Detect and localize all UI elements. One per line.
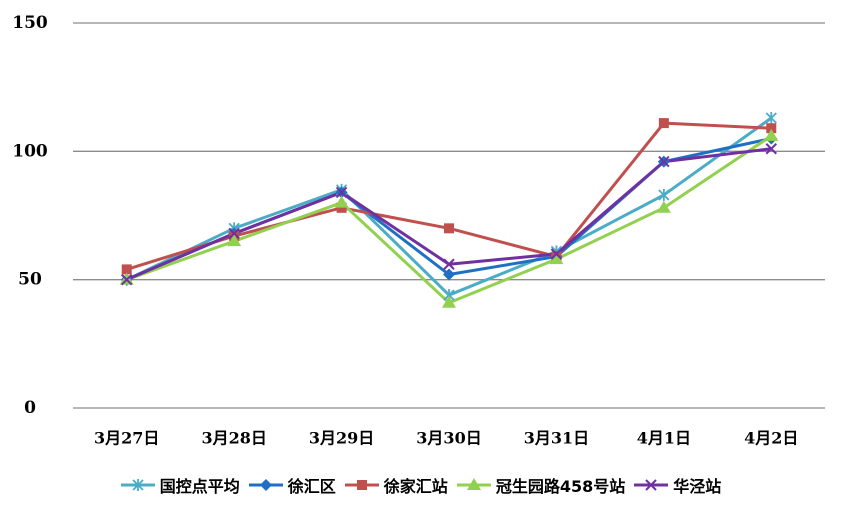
legend-swatch: [634, 479, 669, 491]
y-tick-label: 50: [18, 270, 42, 290]
data-point-marker: [443, 258, 455, 270]
y-tick-label: 0: [24, 398, 36, 418]
x-tick-label: 3月27日: [94, 429, 159, 448]
data-point-marker: [766, 123, 777, 134]
legend-swatch: [120, 479, 155, 491]
legend-marker: [259, 479, 272, 491]
legend-marker: [466, 478, 481, 490]
x-tick-label: 4月1日: [637, 429, 691, 448]
data-point-marker: [656, 200, 671, 213]
series-line-2: [126, 121, 772, 271]
data-point-marker: [334, 195, 349, 208]
data-point-marker: [335, 186, 348, 199]
data-point-marker: [121, 273, 133, 286]
x-tick-label: 4月2日: [744, 429, 798, 448]
data-point-marker: [227, 234, 242, 247]
data-point-marker: [658, 118, 669, 129]
legend-label: 国控点平均: [159, 477, 240, 496]
legend-marker: [132, 479, 144, 491]
x-axis-categories: 3月27日 3月28日 3月29日 3月30日 3月31日 4月1日 4月2日: [94, 429, 798, 448]
data-point-marker: [121, 264, 132, 275]
legend-swatch: [248, 479, 283, 491]
legend-label: 冠生园路458号站: [495, 477, 626, 496]
y-axis-ticks: 0 50 100 150: [12, 13, 48, 418]
legend-marker: [645, 479, 657, 491]
line-chart: 0 50 100 150 3月27日 3月28日 3月29日 3月30日 3月31日 4月1日 4…: [12, 13, 825, 448]
legend-label: 徐家汇站: [383, 477, 448, 496]
x-tick-label: 3月28日: [201, 429, 266, 448]
legend-item: 冠生园路458号站: [456, 473, 625, 497]
data-point-marker: [764, 128, 779, 141]
legend-item: 徐家汇站: [344, 473, 448, 497]
data-point-marker: [765, 143, 777, 155]
data-point-marker: [658, 188, 670, 201]
legend: 国控点平均 徐汇区 徐家汇站 冠生园路458号站 华泾站: [0, 470, 841, 500]
x-tick-label: 3月30日: [416, 429, 481, 448]
legend-label: 华泾站: [673, 477, 722, 496]
data-point-marker: [549, 252, 564, 265]
data-point-marker: [336, 202, 347, 213]
legend-label: 徐汇区: [287, 477, 336, 496]
data-point-marker: [550, 248, 563, 260]
legend-item: 国控点平均: [120, 473, 240, 497]
y-tick-label: 150: [12, 13, 48, 33]
data-point-marker: [443, 268, 455, 281]
legend-item: 华泾站: [633, 473, 721, 497]
legend-swatch: [344, 480, 379, 490]
data-point-marker: [658, 155, 670, 168]
legend-item: 徐汇区: [248, 473, 336, 497]
legend-swatch: [456, 478, 491, 490]
y-tick-label: 100: [12, 141, 48, 161]
x-tick-label: 3月31日: [524, 429, 589, 448]
series-line-4: [126, 147, 772, 282]
series-markers: [119, 111, 779, 308]
x-tick-label: 3月29日: [309, 429, 374, 448]
data-point-marker: [444, 223, 454, 234]
series-line-0: [126, 116, 773, 297]
gridlines: [73, 22, 825, 409]
legend-marker: [356, 480, 367, 490]
data-point-marker: [765, 111, 777, 124]
data-point-marker: [228, 227, 240, 240]
data-point-marker: [442, 295, 456, 308]
